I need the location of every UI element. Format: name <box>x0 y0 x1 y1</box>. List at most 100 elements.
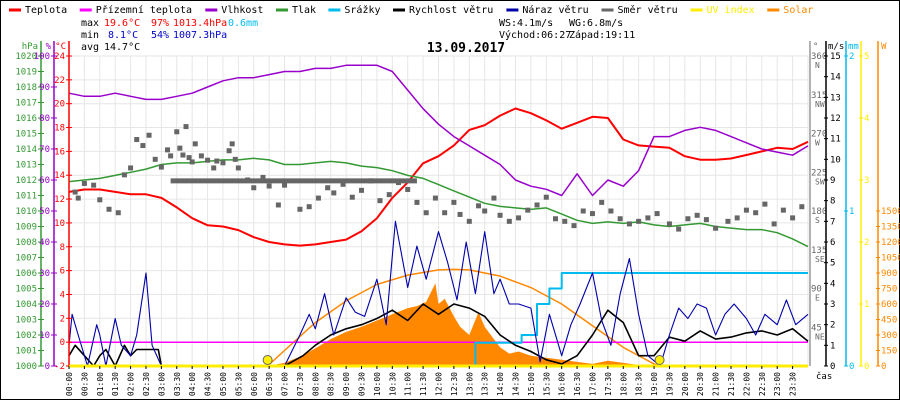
solar-tick-label: 750 <box>881 285 897 295</box>
wind-direction-point <box>180 152 186 158</box>
wind-direction-point <box>115 210 121 216</box>
solar-tick-label: 0 <box>881 362 886 372</box>
wind-direction-point <box>140 143 146 149</box>
wind-direction-point <box>626 221 632 227</box>
wind-tick-label: 9 <box>830 176 835 186</box>
wind-direction-point <box>482 208 488 214</box>
wind-direction-point <box>654 211 660 217</box>
wind-direction-point <box>725 218 731 224</box>
rain-unit: mm <box>848 42 859 52</box>
wind-direction-point <box>183 124 189 130</box>
x-tick-label: 22:30 <box>758 372 767 396</box>
wind-direction-point <box>451 199 457 205</box>
x-tick-label: 08:30 <box>327 372 336 396</box>
stats-avg-label: avg <box>81 42 99 53</box>
direction-tick-label: 360 <box>811 52 827 62</box>
pressure-tick-label: 1020 <box>15 52 37 62</box>
humidity-tick-label: 80 <box>39 114 50 124</box>
solar-tick-label: 600 <box>881 300 897 310</box>
wind-direction-point <box>799 204 805 210</box>
stats-sunset: Západ:19:11 <box>569 29 635 41</box>
legend-label: Srážky <box>344 4 380 16</box>
humidity-tick-label: 10 <box>39 331 50 341</box>
x-tick-label: 08:00 <box>311 372 320 396</box>
wind-direction-point <box>97 197 103 203</box>
direction-compass-label: SE <box>815 255 825 264</box>
solar-tick-label: 1050 <box>881 254 900 264</box>
wind-direction-point <box>340 181 346 187</box>
wind-direction-point <box>580 208 586 214</box>
humidity-tick-label: 90 <box>39 83 50 93</box>
x-tick-label: 07:30 <box>296 372 305 396</box>
wind-direction-point <box>743 207 749 213</box>
wind-direction-point <box>734 215 740 221</box>
wind-direction-point <box>297 206 303 212</box>
pressure-tick-label: 1000 <box>15 362 37 372</box>
temperature-tick-label: 18 <box>54 124 65 134</box>
solar-tick-label: 450 <box>881 316 897 326</box>
temperature-tick-label: 14 <box>54 171 65 181</box>
solar-tick-label: 900 <box>881 269 897 279</box>
pressure-tick-label: 1001 <box>15 347 37 357</box>
x-tick-label: 11:00 <box>404 372 413 396</box>
rain-tick-label: 0 <box>849 362 854 372</box>
temperature-tick-label: 2 <box>60 314 65 324</box>
wind-direction-point <box>553 216 559 222</box>
wind-direction-point <box>762 201 768 207</box>
wind-direction-point <box>377 198 383 204</box>
direction-tick-label: 225 <box>811 168 827 178</box>
wind-tick-label: 7 <box>830 217 835 227</box>
x-tick-label: 03:30 <box>173 372 182 396</box>
wind-direction-point <box>306 204 312 210</box>
wind-direction-point <box>497 212 503 218</box>
pressure-tick-label: 1010 <box>15 207 37 217</box>
solar-area <box>267 283 661 366</box>
x-tick-label: 00:00 <box>65 372 74 396</box>
pressure-tick-label: 1003 <box>15 316 37 326</box>
stats-sunrise: Východ:06:27 <box>499 29 571 41</box>
direction-tick-label: 45 <box>811 323 822 333</box>
humidity-tick-label: 50 <box>39 207 50 217</box>
direction-tick-label: 315 <box>811 91 827 101</box>
uv-tick-label: 1 <box>864 300 869 310</box>
direction-compass-label: N <box>815 61 820 70</box>
wind-tick-label: 15 <box>830 52 841 62</box>
wind-direction-point <box>516 215 522 221</box>
direction-tick-label: 90 <box>811 285 822 295</box>
wind-direction-point <box>771 221 777 227</box>
legend-label: Přízemní teplota <box>96 4 192 16</box>
pressure-tick-label: 1013 <box>15 161 37 171</box>
legend-label: Rychlost větru <box>409 4 493 16</box>
pressure-tick-label: 1014 <box>15 145 37 155</box>
wind-direction-point <box>331 190 337 196</box>
pressure-tick-label: 1011 <box>15 192 37 202</box>
x-tick-label: 17:00 <box>588 372 597 396</box>
wind-direction-point <box>676 226 682 232</box>
x-tick-label: 06:00 <box>250 372 259 396</box>
x-tick-label: 18:30 <box>635 372 644 396</box>
wind-tick-label: 10 <box>830 155 841 165</box>
pressure-tick-label: 1008 <box>15 238 37 248</box>
wind-direction-point <box>608 208 614 214</box>
wind-direction-point <box>232 156 238 162</box>
uv-tick-label: 4 <box>864 114 869 124</box>
wind-direction-point <box>543 194 549 200</box>
wind-direction-point <box>491 195 497 201</box>
stats-avg-temp: 14.7°C <box>104 42 140 53</box>
direction-tick-label: 270 <box>811 130 827 140</box>
stats-max-hum: 97% <box>151 18 169 29</box>
wind-direction-point <box>134 137 140 143</box>
wind-direction-point <box>205 157 211 163</box>
legend-label: Solar <box>783 5 813 16</box>
x-tick-label: 13:30 <box>481 372 490 396</box>
direction-tick-label: 180 <box>811 207 827 217</box>
wind-direction-point <box>423 210 429 216</box>
x-tick-label: 23:00 <box>773 372 782 396</box>
temperature-unit: °C <box>55 42 66 52</box>
direction-compass-label: NW <box>815 100 825 109</box>
x-tick-label: 04:00 <box>188 372 197 396</box>
legend-label: UV index <box>707 5 755 16</box>
uv-tick-label: 0 <box>864 362 869 372</box>
rain-tick-label: 2 <box>849 52 854 62</box>
